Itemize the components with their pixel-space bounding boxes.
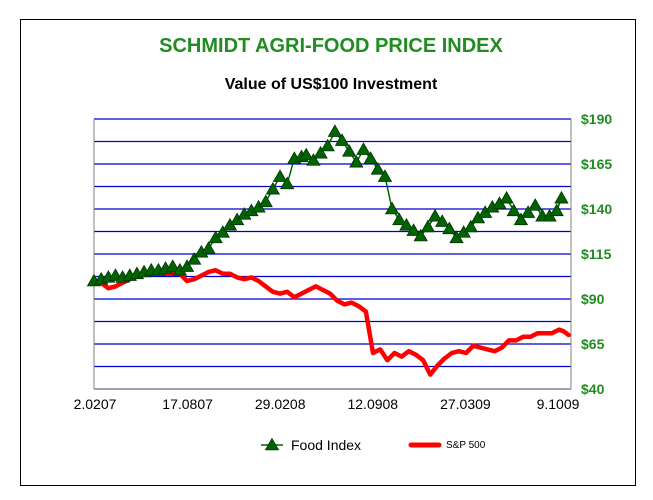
food-index-point: [384, 201, 400, 215]
food-index-point: [377, 169, 393, 182]
food-index-point: [420, 219, 436, 233]
food-index-point: [272, 169, 288, 182]
chart-frame: SCHMIDT AGRI-FOOD PRICE INDEX Value of U…: [20, 19, 636, 486]
food-index-point: [179, 259, 195, 272]
food-index-point: [520, 205, 536, 218]
x-tick-label: 2.0207: [74, 396, 117, 412]
x-tick-label: 27.0309: [440, 396, 491, 412]
food-index-point: [279, 176, 295, 190]
plot-area: $40 $65 $90 $115 $140 $165 $190 2.0207 17.0807 29…: [74, 111, 613, 412]
chart-subtitle: Value of US$100 Investment: [225, 76, 438, 93]
chart-svg: SCHMIDT AGRI-FOOD PRICE INDEX Value of U…: [74, 35, 613, 453]
legend-marker-food-index: [264, 437, 280, 451]
food-index-point: [463, 219, 479, 233]
y-tick-label: $65: [581, 336, 605, 352]
food-index-point: [499, 190, 514, 204]
food-index-point: [442, 221, 457, 235]
x-tick-label: 12.0908: [347, 396, 398, 412]
food-index-point: [265, 181, 281, 195]
food-index-point: [413, 228, 428, 242]
food-index-point: [506, 203, 521, 217]
y-tick-label: $140: [581, 201, 612, 217]
food-index-point: [392, 212, 407, 226]
legend-label-food-index: Food Index: [291, 437, 361, 453]
food-index-point: [356, 142, 371, 155]
legend: Food Index S&P 500: [261, 437, 486, 453]
food-index-point: [349, 154, 364, 168]
food-index-point: [327, 124, 343, 137]
y-tick-label: $190: [581, 111, 612, 127]
y-tick-label: $40: [581, 381, 605, 397]
y-tick-label: $90: [581, 291, 605, 307]
y-tick-label: $165: [581, 156, 612, 172]
food-index-point: [334, 133, 350, 146]
food-index-point: [306, 153, 321, 166]
food-index-point: [406, 223, 421, 236]
food-index-point: [399, 217, 414, 231]
food-index-point: [427, 208, 443, 222]
food-index-point: [201, 241, 216, 254]
x-tick-label: 17.0807: [162, 396, 213, 412]
legend-label-sp500: S&P 500: [446, 440, 486, 451]
food-index-point: [313, 145, 328, 159]
food-index-point: [258, 194, 273, 208]
food-index-point: [299, 147, 314, 161]
food-index-point: [513, 212, 529, 226]
food-index-point: [363, 151, 378, 164]
food-index-point: [370, 162, 386, 175]
food-index-point: [528, 198, 543, 211]
x-tick-label: 29.0208: [255, 396, 306, 412]
food-index-point: [435, 214, 450, 227]
x-tick-label: 9.1009: [537, 396, 580, 412]
food-index-point: [215, 225, 230, 238]
food-index-point: [549, 203, 564, 217]
chart-title: SCHMIDT AGRI-FOOD PRICE INDEX: [159, 35, 503, 57]
food-index-point: [186, 252, 202, 265]
food-index-point: [165, 259, 180, 272]
food-index-point: [554, 190, 569, 204]
food-index-point: [342, 144, 357, 157]
food-index-point: [320, 138, 335, 152]
y-tick-label: $115: [581, 246, 612, 262]
